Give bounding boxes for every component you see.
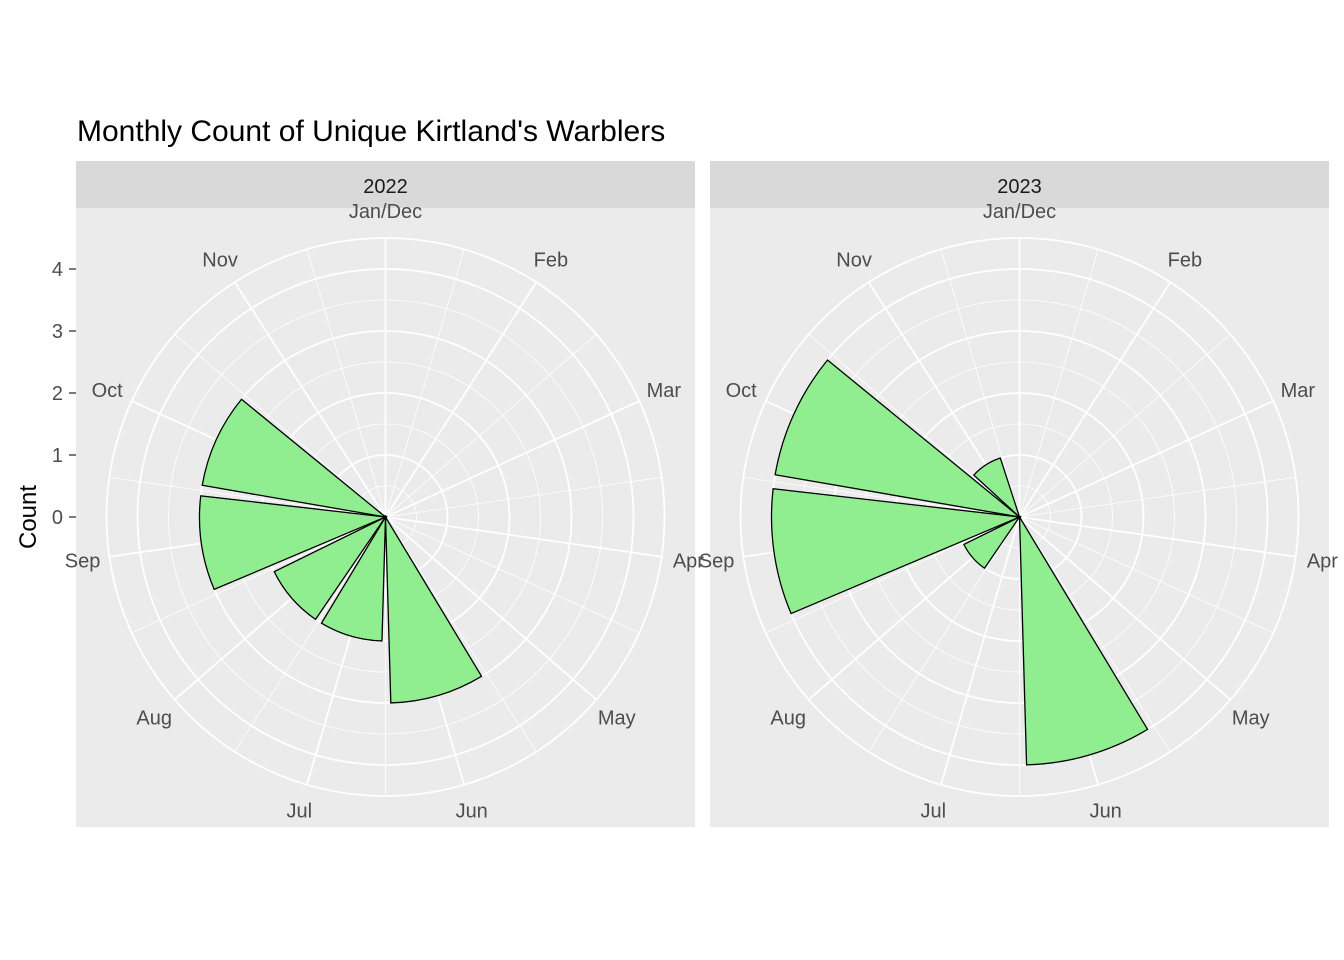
bar-Aug [273, 515, 388, 621]
strip-label: 2023 [997, 176, 1042, 198]
month-label: Apr [1307, 551, 1338, 573]
y-tick-label: 4 [52, 259, 63, 281]
month-label: Sep [699, 551, 735, 573]
month-label: Jan/Dec [349, 201, 422, 223]
month-label: Nov [836, 250, 872, 272]
minor-spoke [385, 249, 465, 518]
month-label: Aug [136, 707, 172, 729]
chart-layers: 2022 Jan/Dec Feb Mar Apr May Jun Jul Aug Sep Oct No… [52, 161, 1338, 827]
bar-Jul [320, 514, 387, 642]
month-label: Aug [770, 707, 806, 729]
month-label: Jul [921, 801, 947, 823]
minor-spoke [868, 516, 1020, 752]
month-label: Jul [287, 801, 313, 823]
minor-spoke [174, 333, 386, 518]
strip-background [710, 161, 1329, 208]
month-label: Nov [202, 250, 238, 272]
month-label: Mar [1281, 380, 1316, 402]
major-spoke [384, 281, 538, 518]
month-label: Feb [534, 250, 568, 272]
bar-Sep [770, 488, 1023, 615]
minor-spoke [743, 476, 1020, 518]
month-label: Oct [726, 380, 758, 402]
bar-Aug [962, 515, 1022, 570]
chart-title: Monthly Count of Unique Kirtland's Warbl… [77, 115, 665, 148]
y-axis-title: Count [15, 485, 42, 549]
bar-Jun [384, 514, 483, 704]
minor-spoke [385, 516, 537, 752]
minor-spoke [1019, 516, 1274, 634]
y-tick-label: 1 [52, 445, 63, 467]
minor-spoke [306, 249, 386, 518]
minor-spoke [109, 476, 386, 518]
month-label: Jun [1090, 801, 1122, 823]
minor-spoke [385, 476, 662, 518]
month-label: May [598, 707, 636, 729]
minor-spoke [808, 333, 1020, 518]
major-spoke [940, 516, 1021, 785]
minor-spoke [940, 249, 1020, 518]
bar-Nov [972, 457, 1021, 520]
month-label: May [1232, 707, 1270, 729]
month-label: Sep [65, 551, 101, 573]
minor-spoke [385, 333, 597, 518]
bar-Jun [1018, 514, 1149, 766]
minor-spoke [1019, 333, 1231, 518]
month-label: Apr [673, 551, 704, 573]
major-spoke [1019, 400, 1274, 518]
minor-spoke [1019, 249, 1099, 518]
strip-label: 2022 [363, 176, 408, 198]
minor-spoke [765, 516, 1020, 634]
major-spoke [1019, 516, 1296, 558]
month-label: Feb [1168, 250, 1202, 272]
major-spoke [384, 516, 597, 701]
minor-spoke [131, 516, 386, 634]
major-spoke [385, 400, 640, 518]
major-spoke [385, 516, 662, 558]
strip-background [76, 161, 695, 208]
month-label: Jan/Dec [983, 201, 1056, 223]
bar-Oct [774, 359, 1022, 519]
y-tick-label: 3 [52, 321, 63, 343]
major-spoke [1018, 516, 1231, 701]
minor-spoke [385, 516, 640, 634]
month-label: Oct [92, 380, 124, 402]
bar-Sep [198, 495, 389, 591]
month-label: Jun [456, 801, 488, 823]
minor-spoke [1019, 476, 1296, 518]
facet-panel-2022: 2022 Jan/Dec Feb Mar Apr May Jun Jul Aug Sep Oct No… [65, 161, 704, 827]
major-spoke [233, 281, 387, 518]
bar-Oct [201, 398, 388, 519]
major-spoke [1018, 281, 1172, 518]
facet-panel-2023: 2023 Jan/Dec Feb Mar Apr May Jun Jul Aug Sep Oct No… [699, 161, 1338, 827]
y-tick-label: 2 [52, 383, 63, 405]
month-label: Mar [647, 380, 682, 402]
minor-spoke [1019, 516, 1171, 752]
y-tick-label: 0 [52, 507, 63, 529]
minor-spoke [234, 516, 386, 752]
